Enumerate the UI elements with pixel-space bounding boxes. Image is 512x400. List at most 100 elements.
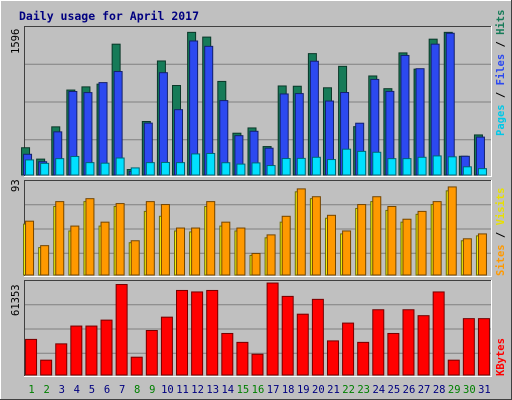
hits-pages-bar — [176, 162, 186, 176]
visits-sites-bar — [85, 198, 95, 276]
kbytes-kbytes-bar — [85, 325, 98, 376]
x-tick-label: 14 — [221, 384, 234, 396]
x-tick-label: 29 — [448, 384, 461, 396]
x-tick-label: 27 — [418, 384, 431, 396]
hits-pages-bar — [266, 165, 276, 176]
kbytes-kbytes-bar — [70, 325, 83, 376]
hits-panel — [21, 26, 492, 177]
kbytes-kbytes-bar — [55, 343, 68, 376]
x-tick-label: 1 — [28, 384, 34, 396]
visits-sites-bar — [477, 233, 487, 276]
kbytes-kbytes-bar — [447, 359, 460, 376]
visits-max-label: 93 — [10, 179, 22, 192]
hits-max-label: 1596 — [10, 29, 22, 54]
visits-panel-legend: Sites / Visits — [495, 187, 507, 276]
hits-pages-bar — [342, 148, 352, 176]
hits-pages-bar — [40, 162, 50, 176]
hits-pages-bar — [326, 159, 336, 176]
kbytes-kbytes-bar — [236, 341, 249, 376]
x-tick-label: 12 — [191, 384, 204, 396]
hits-pages-bar — [100, 162, 110, 176]
hits-pages-bar — [55, 158, 65, 176]
kbytes-max-label: 61353 — [10, 284, 22, 316]
x-axis-day-labels: 1 2 3 4 5 6 7 8 9 10 11 12 13 14 15 16 17 18 19 20 21 22 23 24 2… — [28, 384, 490, 396]
visits-sites-bar — [221, 221, 231, 276]
chart-title: Daily usage for April 2017 — [19, 9, 199, 23]
visits-panel — [23, 180, 492, 277]
visits-sites-bar — [432, 201, 442, 276]
kbytes-kbytes-bar — [130, 356, 143, 376]
visits-sites-bar — [462, 238, 472, 276]
kbytes-kbytes-bar — [417, 315, 430, 376]
visits-sites-bar — [447, 186, 457, 276]
hits-pages-bar — [145, 162, 155, 176]
kbytes-kbytes-bar — [402, 309, 415, 376]
x-tick-label: 9 — [149, 384, 155, 396]
hits-pages-bar — [206, 152, 216, 176]
kbytes-kbytes-bar — [432, 291, 445, 376]
hits-pages-bar — [357, 150, 367, 176]
x-tick-label: 11 — [176, 384, 189, 396]
visits-sites-bar — [372, 196, 382, 276]
visits-sites-bar — [55, 201, 65, 276]
hits-pages-bar — [85, 162, 95, 176]
kbytes-kbytes-bar — [191, 291, 204, 376]
x-tick-label: 24 — [372, 384, 385, 396]
kbytes-kbytes-bar — [206, 289, 219, 376]
x-tick-label: 5 — [89, 384, 95, 396]
visits-sites-bar — [70, 225, 80, 276]
kbytes-kbytes-bar — [176, 289, 189, 376]
x-tick-label: 2 — [43, 384, 49, 396]
visits-sites-bar — [236, 227, 246, 276]
x-tick-label: 6 — [104, 384, 110, 396]
hits-pages-bar — [70, 155, 80, 176]
visits-sites-bar — [402, 218, 412, 276]
hits-pages-bar — [372, 151, 382, 176]
visits-sites-bar — [145, 201, 155, 276]
x-tick-label: 25 — [388, 384, 401, 396]
x-tick-label: 13 — [206, 384, 219, 396]
hits-pages-bar — [281, 158, 291, 176]
kbytes-kbytes-bar — [221, 332, 234, 376]
hits-pages-bar — [160, 161, 170, 176]
kbytes-kbytes-bar — [342, 322, 355, 376]
hits-pages-bar — [251, 162, 261, 176]
hits-pages-bar — [477, 168, 487, 176]
x-tick-label: 17 — [267, 384, 280, 396]
hits-files-bar — [430, 43, 440, 176]
kbytes-kbytes-bar — [145, 330, 158, 376]
kbytes-kbytes-bar — [462, 318, 475, 376]
hits-pages-bar — [417, 156, 427, 176]
visits-sites-bar — [160, 204, 170, 276]
kbytes-kbytes-bar — [372, 309, 385, 376]
hits-files-bar — [445, 32, 455, 176]
visits-sites-bar — [176, 227, 186, 276]
kbytes-kbytes-bar — [387, 332, 400, 376]
legend-visits: Visits — [495, 187, 507, 225]
x-tick-label: 23 — [357, 384, 370, 396]
visits-sites-bar — [342, 230, 352, 276]
x-tick-label: 30 — [463, 384, 476, 396]
kbytes-kbytes-bar — [311, 298, 324, 376]
x-tick-label: 10 — [161, 384, 174, 396]
kbytes-kbytes-bar — [160, 316, 173, 376]
visits-sites-bar — [100, 221, 110, 276]
hits-pages-bar — [115, 157, 125, 176]
legend-slash-1: / — [495, 85, 507, 104]
hits-pages-bar — [402, 158, 412, 176]
visits-sites-bar — [387, 206, 397, 276]
kbytes-kbytes-bar — [477, 318, 490, 376]
x-tick-label: 31 — [478, 384, 491, 396]
hits-pages-bar — [236, 163, 246, 176]
hits-files-bar — [400, 54, 410, 176]
visits-sites-bar — [357, 204, 367, 276]
visits-sites-bar — [281, 215, 291, 276]
hits-pages-bar — [130, 167, 140, 176]
legend-hits: Hits — [495, 10, 507, 35]
legend-slash-3: / — [495, 225, 507, 244]
kbytes-kbytes-bar — [251, 353, 264, 376]
x-tick-label: 21 — [327, 384, 340, 396]
x-tick-label: 7 — [119, 384, 125, 396]
legend-pages: Pages — [495, 104, 507, 136]
